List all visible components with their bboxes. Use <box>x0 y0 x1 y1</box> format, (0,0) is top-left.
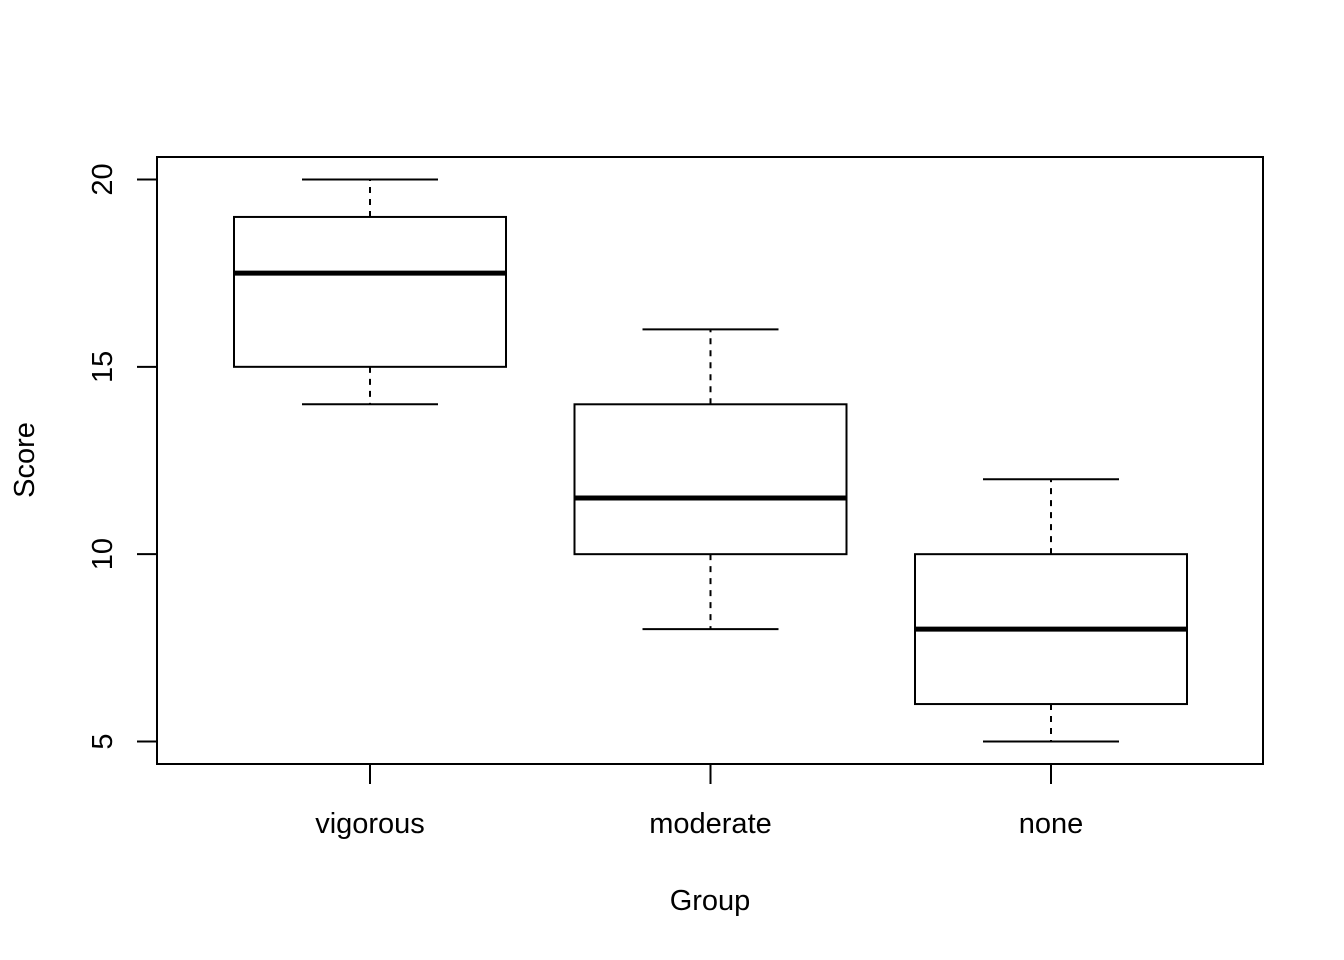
y-tick-label: 10 <box>87 538 119 570</box>
y-tick-label: 20 <box>87 163 119 195</box>
x-tick-label-moderate: moderate <box>649 808 772 840</box>
box-group-moderate <box>573 328 848 631</box>
y-axis-label: Score <box>9 422 41 498</box>
iqr-box <box>233 215 507 368</box>
iqr-box <box>573 403 848 556</box>
box-group-none <box>914 478 1188 743</box>
y-tick-label: 15 <box>87 351 119 383</box>
y-axis: 5 10 15 20 <box>87 163 157 750</box>
x-tick-label-none: none <box>1019 808 1084 840</box>
x-tick-label-vigorous: vigorous <box>315 808 425 840</box>
y-tick-label: 5 <box>87 733 119 749</box>
box-group-vigorous <box>233 178 507 406</box>
x-axis: vigorous moderate none <box>315 764 1083 840</box>
x-axis-label: Group <box>670 885 751 917</box>
boxes-layer <box>233 178 1188 743</box>
